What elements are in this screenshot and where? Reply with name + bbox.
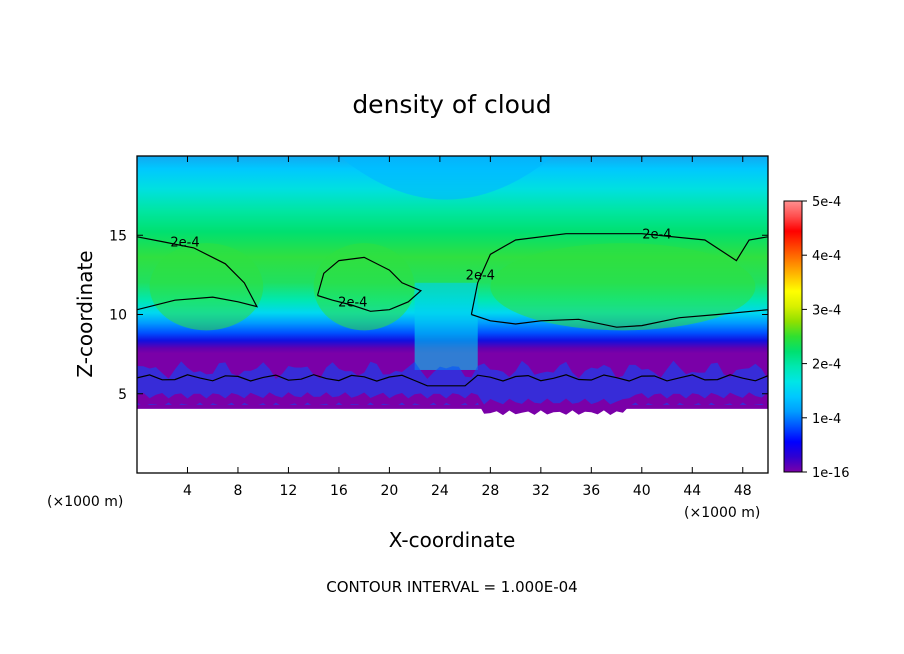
- x-tick-label: 28: [481, 483, 499, 499]
- y-tick-label: 5: [118, 387, 127, 403]
- colorbar-tick-label: 4e-4: [812, 249, 841, 264]
- x-tick-label: 36: [582, 483, 600, 499]
- x-axis-label: X-coordinate: [389, 528, 516, 552]
- y-tick-label: 10: [109, 308, 127, 324]
- x-tick-label: 8: [233, 483, 242, 499]
- contour-middle: [316, 256, 423, 312]
- cloud-base-layer: [137, 392, 768, 416]
- x-tick-label: 20: [380, 483, 398, 499]
- y-axis-unit: (×1000 m): [684, 505, 760, 521]
- contour-interval-note: CONTOUR INTERVAL = 1.000E-04: [326, 578, 577, 596]
- x-tick-label: 40: [633, 483, 651, 499]
- colorbar-tick-label: 2e-4: [812, 358, 841, 373]
- contour-label-4: 2e-4: [642, 227, 671, 242]
- colorbar: 1e-16 1e-4 2e-4 3e-4 4e-4 5e-4: [783, 195, 850, 481]
- x-tick-label: 24: [431, 483, 449, 499]
- x-tick-label: 48: [734, 483, 752, 499]
- x-axis-unit: (×1000 m): [47, 494, 123, 510]
- x-tick-label: 4: [183, 483, 192, 499]
- contour-label-2: 2e-4: [338, 296, 367, 311]
- contour-left: [137, 236, 259, 311]
- turbulent-band: [137, 360, 768, 405]
- x-tick-label: 44: [683, 483, 701, 499]
- contour-lines: [137, 233, 768, 387]
- colorbar-ticks: 1e-16 1e-4 2e-4 3e-4 4e-4 5e-4: [802, 195, 850, 481]
- dense-band-2: [313, 243, 415, 331]
- contour-label-1: 2e-4: [170, 235, 199, 250]
- dense-band-3: [490, 243, 756, 331]
- colorbar-tick-label: 1e-16: [812, 466, 850, 481]
- upper-dip-region: [338, 156, 554, 200]
- contour-right-bottom: [471, 309, 768, 328]
- contour-lower-boundary: [137, 374, 768, 387]
- x-tick-label: 12: [280, 483, 298, 499]
- x-axis-ticks: 4 8 12 16 20 24 28 32 36 40 44 48: [183, 156, 752, 499]
- chart-title: density of cloud: [352, 90, 551, 119]
- x-tick-label: 32: [532, 483, 550, 499]
- y-axis-ticks: 5 10 15: [109, 228, 768, 403]
- contour-label-3: 2e-4: [466, 269, 495, 284]
- x-tick-label: 16: [330, 483, 348, 499]
- colorbar-fill: [784, 201, 802, 472]
- density-field: [137, 156, 768, 416]
- colorbar-tick-label: 5e-4: [812, 195, 841, 210]
- contour-right-top: [470, 233, 768, 315]
- colorbar-frame: [783, 200, 803, 473]
- plot-area: 2e-4 2e-4 2e-4 2e-4: [137, 156, 768, 473]
- colorbar-tick-label: 3e-4: [812, 303, 841, 318]
- y-tick-label: 15: [109, 228, 127, 244]
- y-axis-label: Z-coordinate: [73, 250, 97, 377]
- colorbar-tick-label: 1e-4: [812, 412, 841, 427]
- low-density-column: [414, 282, 478, 370]
- contour-labels: 2e-4 2e-4 2e-4 2e-4: [170, 227, 671, 310]
- dense-band-1: [149, 243, 264, 331]
